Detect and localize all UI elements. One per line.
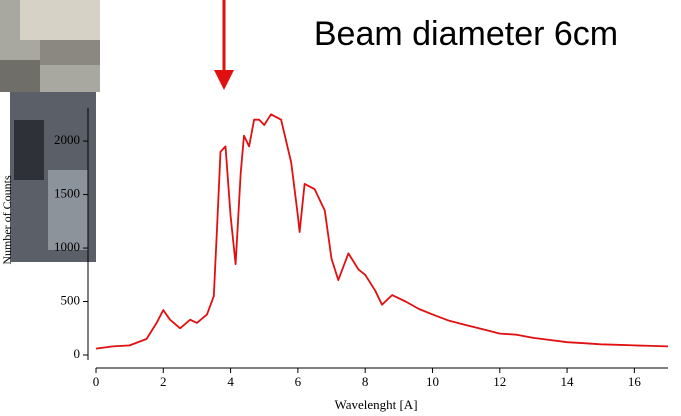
x-tick-label: 10 [426, 374, 439, 389]
arrow-head [214, 70, 234, 90]
y-axis-label: Number of Counts [0, 175, 14, 265]
x-tick-label: 2 [160, 374, 167, 389]
spectrum-line [95, 113, 669, 350]
x-tick-label: 6 [295, 374, 302, 389]
photo-fragment [0, 0, 100, 262]
x-tick-label: 4 [227, 374, 234, 389]
y-tick-label: 2000 [54, 132, 80, 147]
annotation: Beam diameter 6cm [314, 15, 618, 53]
x-tick-label: 12 [493, 374, 506, 389]
x-axis-label: Wavelenght [A] [334, 397, 417, 412]
x-tick-label: 14 [561, 374, 575, 389]
x-tick-label: 0 [93, 374, 100, 389]
y-tick-label: 0 [74, 346, 81, 361]
x-tick-label: 16 [628, 374, 642, 389]
y-tick-label: 1500 [54, 186, 80, 201]
y-tick-label: 500 [61, 293, 81, 308]
x-tick-label: 8 [362, 374, 369, 389]
y-tick-label: 1000 [54, 239, 80, 254]
